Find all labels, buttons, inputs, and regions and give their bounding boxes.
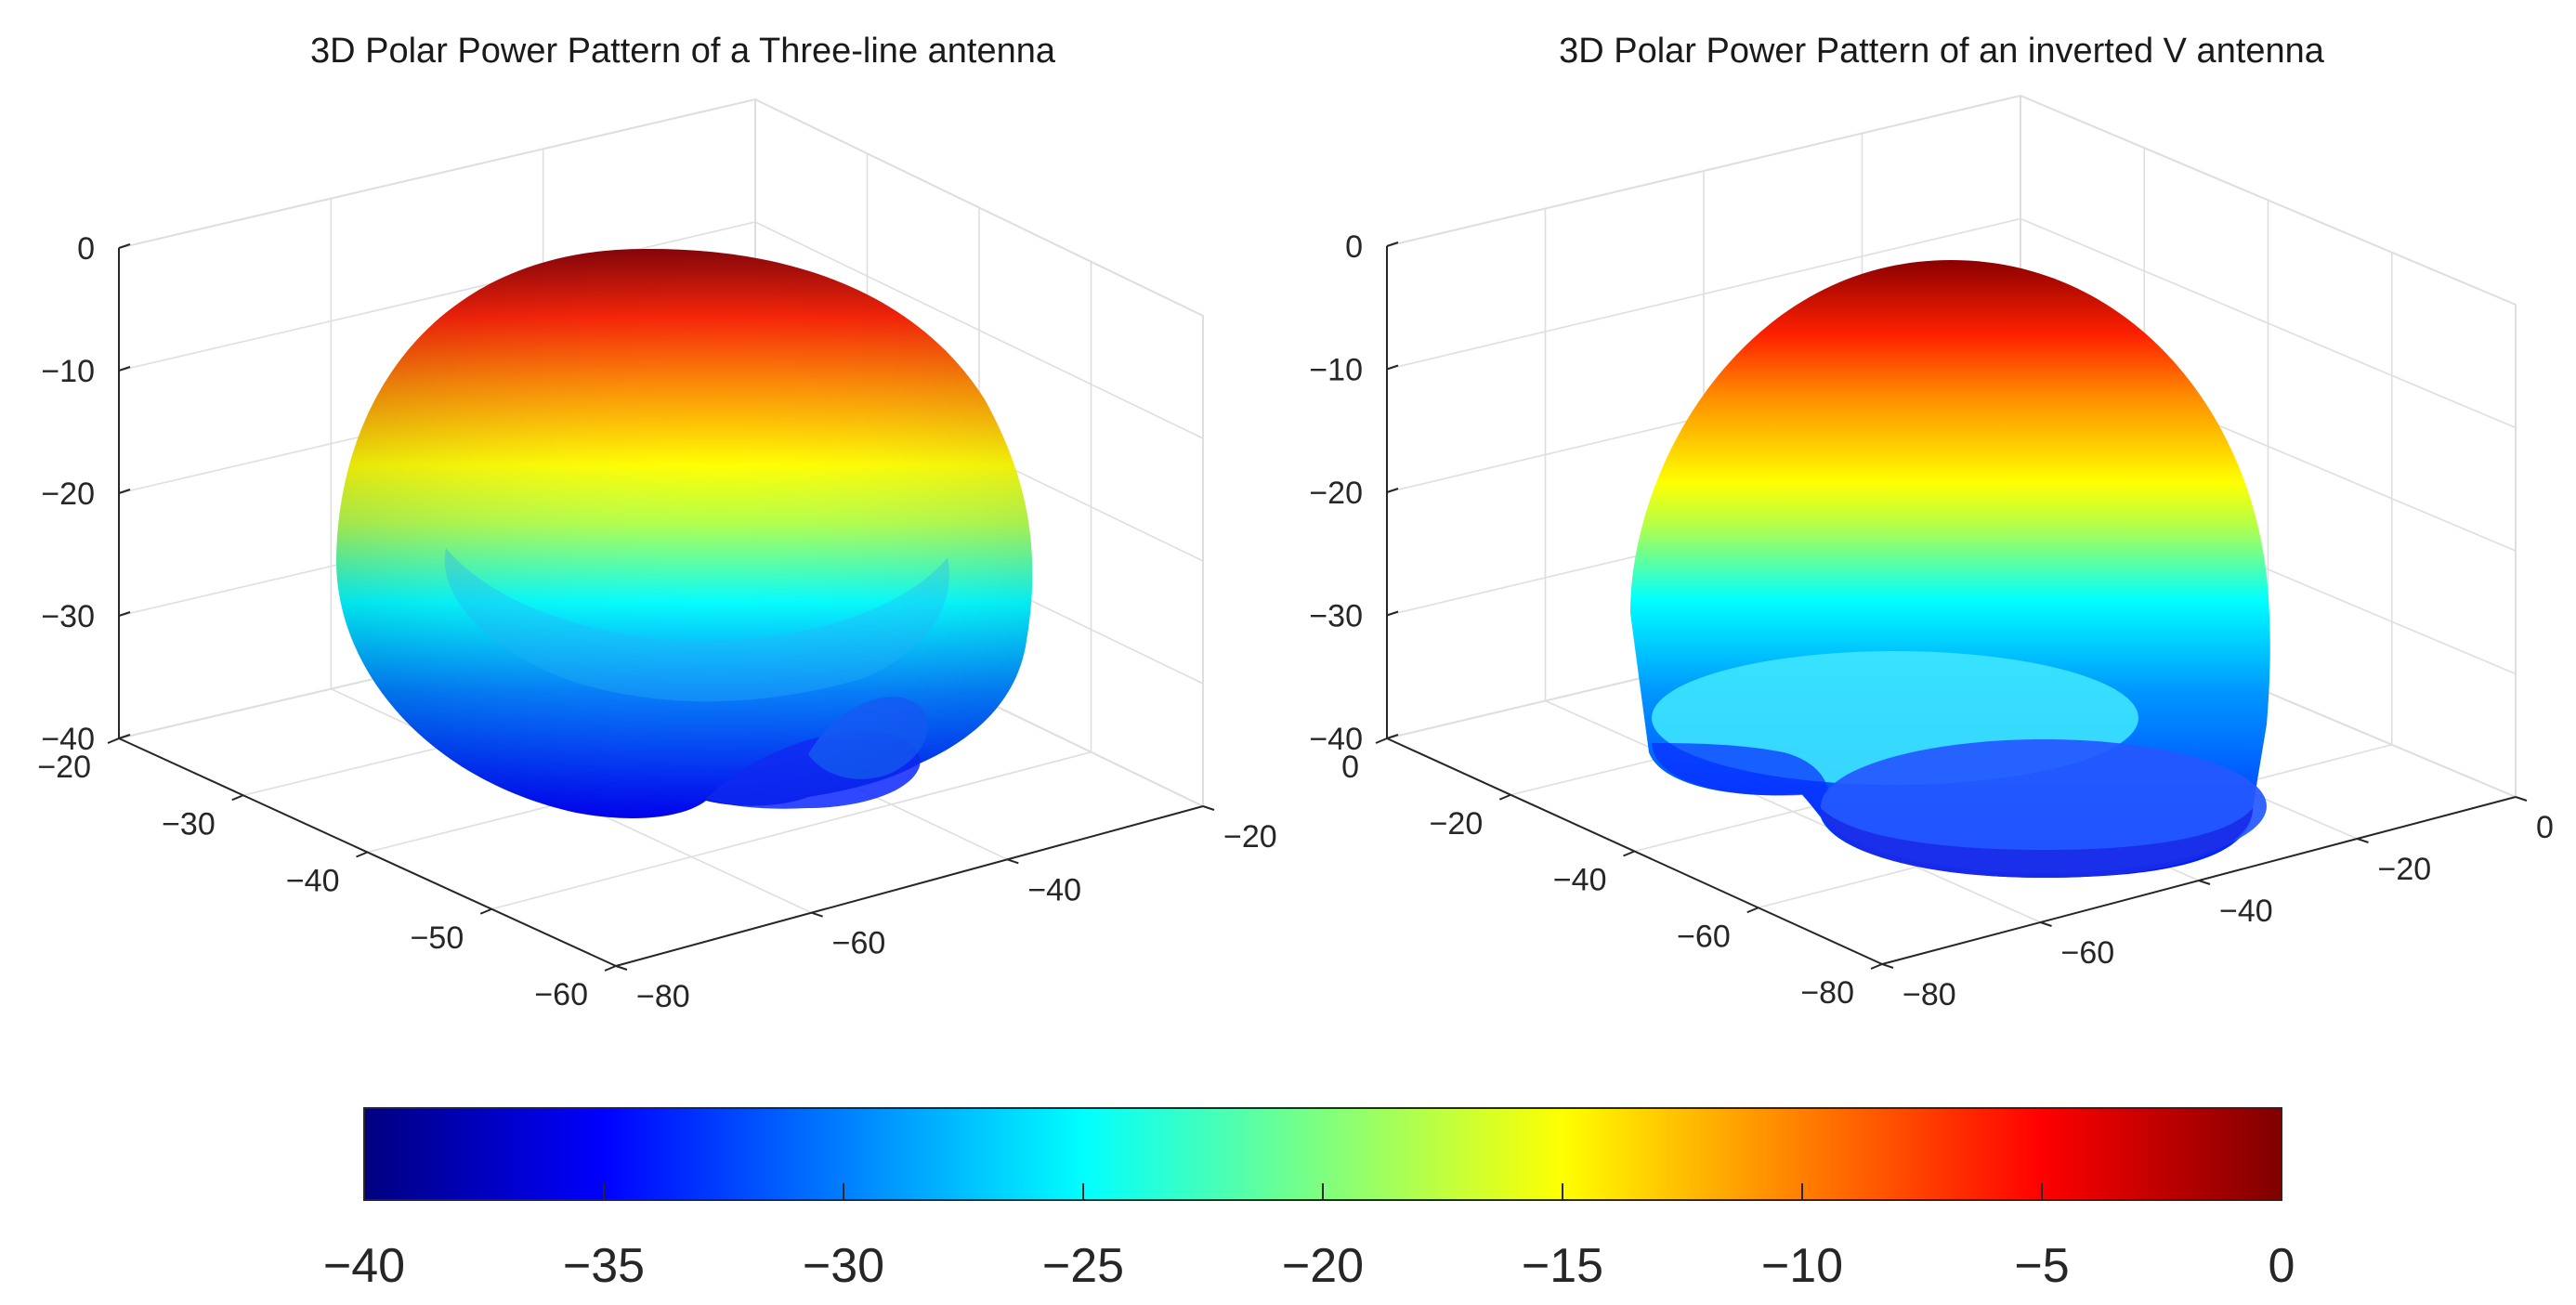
y-tick (2516, 797, 2527, 801)
colorbar-tick-label: −30 (803, 1239, 884, 1293)
y-tick (1882, 964, 1893, 968)
x-tick-label: −60 (1677, 919, 1731, 954)
colorbar-tick-label: −20 (1282, 1239, 1364, 1293)
colorbar-tick-label: −35 (563, 1239, 645, 1293)
x-tick-label: −30 (162, 806, 216, 842)
y-tick-label: −40 (1027, 872, 1081, 907)
x-tick-label: −50 (411, 920, 464, 956)
x-tick (357, 853, 368, 857)
x-tick-label: −40 (286, 864, 340, 899)
z-tick-label: −20 (41, 476, 95, 512)
colorbar: −40 −35 −30 −25 −20 −15 −10 −5 0 (323, 1108, 2295, 1293)
y-tick-label: −80 (1903, 977, 1956, 1012)
colorbar-tick-label: −10 (1761, 1239, 1843, 1293)
y-tick-label: 0 (2536, 810, 2554, 845)
y-tick (2199, 881, 2210, 884)
x-tick-label: −60 (534, 977, 588, 1012)
y-tick-label: −60 (832, 926, 886, 961)
x-tick-label: −20 (1430, 806, 1484, 842)
x-tick (1499, 795, 1510, 800)
x-tick (605, 966, 616, 971)
x-tick-label: −20 (37, 750, 91, 785)
y-tick-label: −60 (2061, 935, 2115, 971)
z-tick-label: 0 (77, 231, 95, 267)
y-tick (1203, 806, 1214, 810)
y-axis-line (616, 806, 1203, 966)
x-tick (1624, 852, 1635, 856)
z-tick-label: −20 (1309, 476, 1363, 511)
colorbar-tick-label: −40 (323, 1239, 405, 1293)
z-tick-label: −30 (41, 599, 95, 634)
x-tick-label: −40 (1553, 863, 1607, 898)
y-tick (1007, 859, 1018, 863)
z-tick-label: −10 (1309, 353, 1363, 388)
colorbar-tick-label: 0 (2269, 1239, 2295, 1293)
y-tick-label: −80 (636, 979, 690, 1014)
y-tick (616, 966, 627, 970)
surface-inverted-v (1630, 260, 2270, 878)
x-tick-label: 0 (1341, 750, 1359, 785)
y-tick (812, 913, 823, 917)
z-tick-label: −30 (1309, 599, 1363, 634)
colorbar-tick-label: −15 (1522, 1239, 1603, 1293)
y-tick-label: −20 (1223, 819, 1277, 855)
colorbar-tick-label: −5 (2014, 1239, 2069, 1293)
y-tick-label: −20 (2378, 852, 2432, 887)
z-tick-label: 0 (1345, 229, 1363, 265)
x-tick (1376, 738, 1387, 743)
surface-three-line (336, 249, 1032, 818)
y-tick-label: −40 (2219, 894, 2273, 929)
x-tick (480, 909, 491, 914)
x-tick (1871, 964, 1882, 969)
z-tick-label: −10 (41, 354, 95, 389)
x-tick (108, 738, 119, 743)
pattern-shading (336, 249, 1032, 818)
chart-canvas: 0−10−20−30−40−20−30−40−50−60 −80−60−40−20… (0, 0, 2576, 1305)
x-tick-label: −80 (1800, 975, 1854, 1011)
x-tick (1747, 907, 1759, 912)
y-tick (2041, 922, 2052, 926)
figure: 3D Polar Power Pattern of a Three-line a… (0, 0, 2576, 1305)
colorbar-tick-label: −25 (1042, 1239, 1124, 1293)
y-tick (2358, 839, 2369, 842)
x-tick (232, 795, 243, 800)
